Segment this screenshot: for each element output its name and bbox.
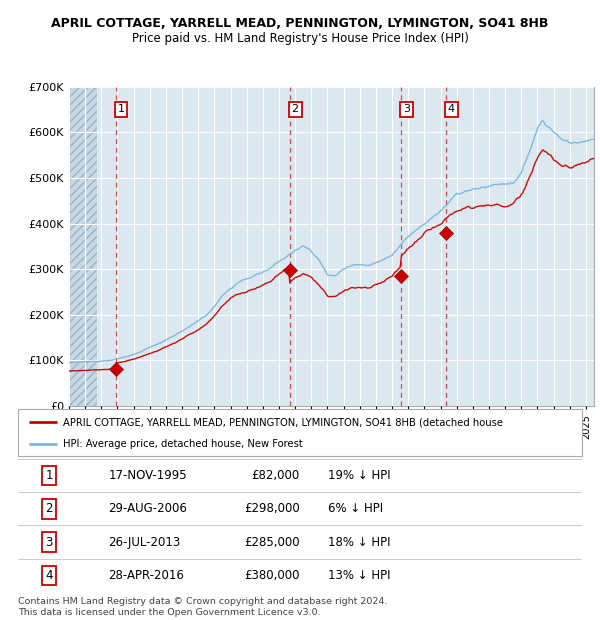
Text: Contains HM Land Registry data © Crown copyright and database right 2024.
This d: Contains HM Land Registry data © Crown c… xyxy=(18,598,388,617)
Text: 26-JUL-2013: 26-JUL-2013 xyxy=(108,536,181,549)
Text: 13% ↓ HPI: 13% ↓ HPI xyxy=(328,569,391,582)
Text: APRIL COTTAGE, YARRELL MEAD, PENNINGTON, LYMINGTON, SO41 8HB (detached house: APRIL COTTAGE, YARRELL MEAD, PENNINGTON,… xyxy=(63,417,503,427)
Text: £380,000: £380,000 xyxy=(245,569,300,582)
Text: Price paid vs. HM Land Registry's House Price Index (HPI): Price paid vs. HM Land Registry's House … xyxy=(131,32,469,45)
Bar xyxy=(69,87,97,406)
Text: APRIL COTTAGE, YARRELL MEAD, PENNINGTON, LYMINGTON, SO41 8HB: APRIL COTTAGE, YARRELL MEAD, PENNINGTON,… xyxy=(52,17,548,30)
Text: 29-AUG-2006: 29-AUG-2006 xyxy=(108,502,187,515)
Text: £285,000: £285,000 xyxy=(244,536,300,549)
Text: 1: 1 xyxy=(45,469,53,482)
Text: 2: 2 xyxy=(45,502,53,515)
Text: 1: 1 xyxy=(118,104,124,114)
Text: £298,000: £298,000 xyxy=(244,502,300,515)
Text: 3: 3 xyxy=(46,536,53,549)
Text: 4: 4 xyxy=(45,569,53,582)
Text: 2: 2 xyxy=(292,104,299,114)
Text: £82,000: £82,000 xyxy=(252,469,300,482)
Text: 4: 4 xyxy=(448,104,455,114)
Text: HPI: Average price, detached house, New Forest: HPI: Average price, detached house, New … xyxy=(63,439,303,449)
Text: 17-NOV-1995: 17-NOV-1995 xyxy=(108,469,187,482)
Text: 3: 3 xyxy=(403,104,410,114)
Text: 6% ↓ HPI: 6% ↓ HPI xyxy=(328,502,383,515)
Text: 19% ↓ HPI: 19% ↓ HPI xyxy=(328,469,391,482)
FancyBboxPatch shape xyxy=(18,409,582,456)
Text: 18% ↓ HPI: 18% ↓ HPI xyxy=(328,536,391,549)
Text: 28-APR-2016: 28-APR-2016 xyxy=(108,569,184,582)
